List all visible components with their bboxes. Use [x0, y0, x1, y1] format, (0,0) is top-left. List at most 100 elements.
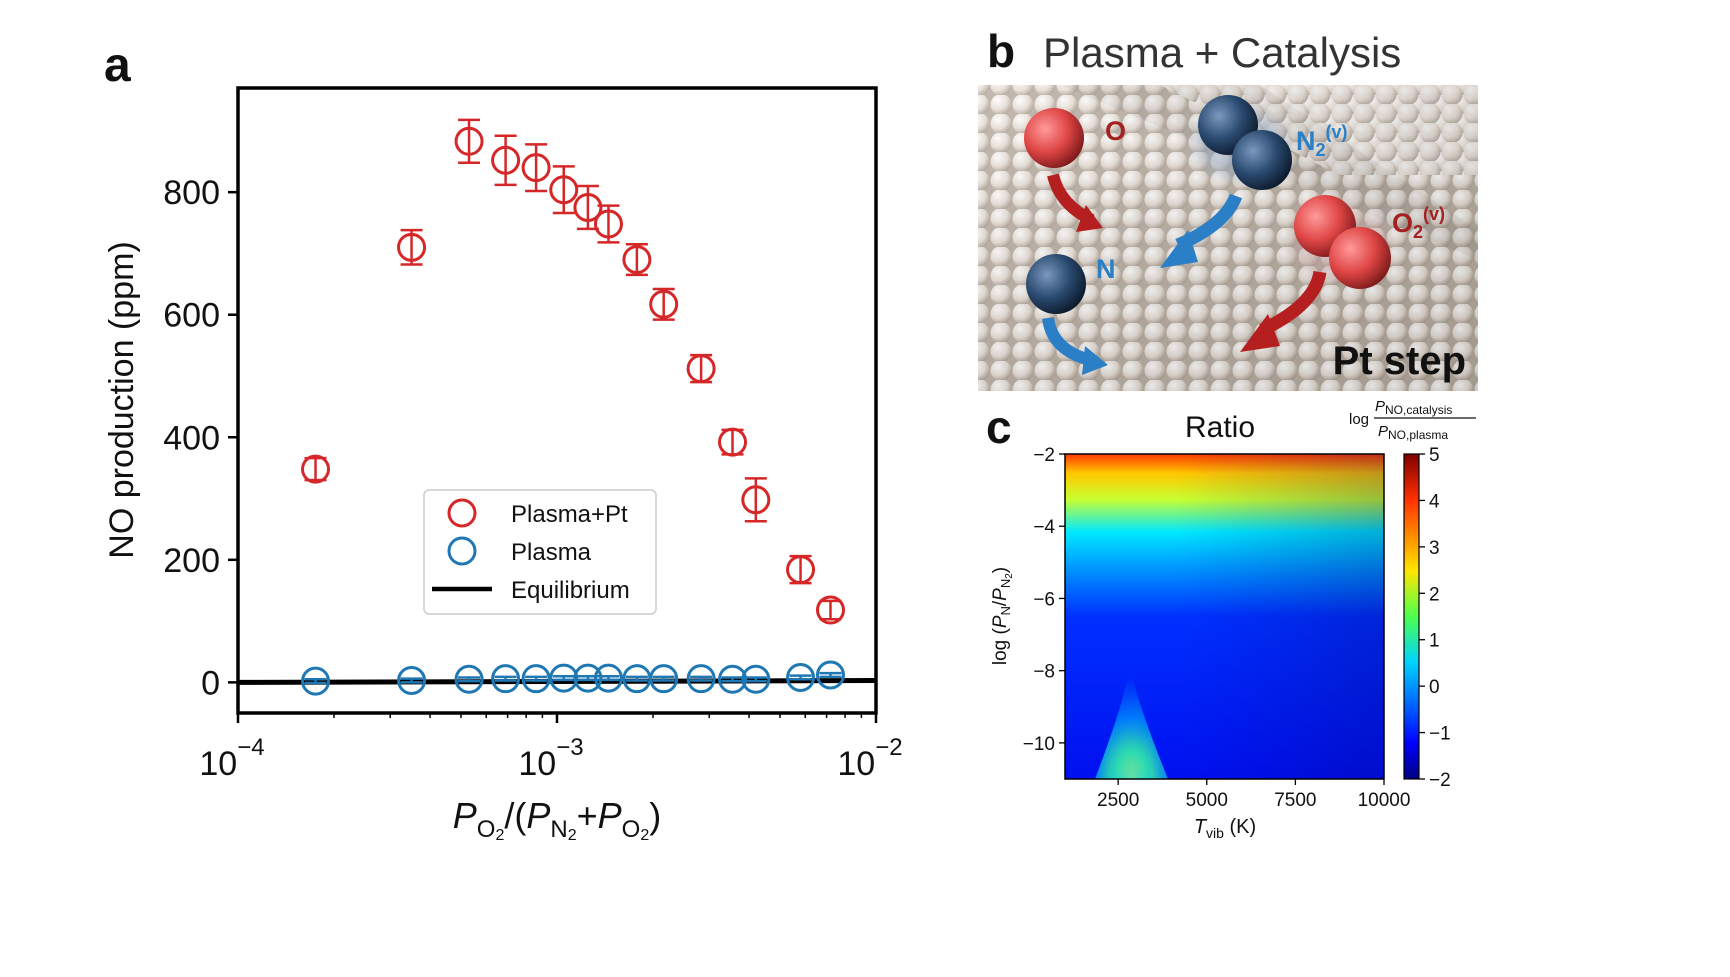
- pt-surface-illustration: O N2(v) O2(v) N Pt step: [978, 85, 1478, 391]
- hm-ylabel-p1: P: [990, 615, 1011, 628]
- label-n: N: [1096, 254, 1116, 284]
- hm-x-tick-label: 7500: [1274, 790, 1316, 811]
- x-tick-label: 10−3: [518, 734, 583, 783]
- colorbar: [1403, 453, 1420, 780]
- x-label-sub2b: 2: [568, 827, 577, 844]
- illustration-title: Plasma + Catalysis: [1043, 29, 1401, 76]
- cb-tick-label: −2: [1429, 770, 1451, 791]
- plasma-point: [573, 663, 603, 693]
- plasma-pt-marker: [686, 354, 716, 384]
- hm-xlabel-sub: vib: [1206, 825, 1224, 841]
- x-tick-exp: −2: [875, 734, 902, 761]
- plasma-pt-point: [741, 477, 771, 523]
- plasma-pt-marker: [397, 232, 427, 262]
- plasma-point: [786, 662, 816, 692]
- x-label-o2: O: [477, 816, 496, 843]
- plasma-marker: [573, 663, 603, 693]
- x-label-p1: P: [453, 795, 477, 836]
- y-tick-label: 400: [163, 419, 220, 457]
- x-label-sub2c: 2: [640, 827, 649, 844]
- x-tick-exp: −4: [237, 734, 264, 761]
- plasma-pt-point: [454, 118, 484, 165]
- plasma-pt-point: [718, 427, 748, 457]
- plasma-pt-marker: [491, 145, 521, 175]
- legend-label-plasma: Plasma: [511, 539, 592, 566]
- cb-den-p: P: [1378, 423, 1388, 440]
- x-label-plus: +: [577, 795, 598, 836]
- plot-a-marks: [237, 118, 877, 696]
- cb-label-den: PNO,plasma: [1378, 423, 1448, 442]
- plasma-pt-marker: [593, 209, 623, 239]
- colorbar-label: log PNO,catalysis PNO,plasma: [1349, 398, 1476, 442]
- plasma-pt-point: [593, 204, 623, 244]
- plasma-marker: [786, 662, 816, 692]
- cb-label-log: log: [1349, 411, 1369, 428]
- y-tick-label: 800: [163, 174, 220, 212]
- x-tick-base: 10: [518, 745, 556, 783]
- label-pt-step: Pt step: [1333, 339, 1466, 383]
- plasma-point: [454, 664, 484, 694]
- heatmap-x-label: Tvib (K): [1194, 816, 1256, 841]
- x-label-close: ): [649, 795, 661, 836]
- plasma-pt-marker: [301, 454, 331, 484]
- y-tick-label: 200: [163, 542, 220, 580]
- hm-ylabel-sub2: 2: [1004, 573, 1015, 579]
- cb-num-sub: NO,catalysis: [1385, 403, 1452, 417]
- x-label-p2: P: [526, 795, 550, 836]
- plasma-pt-marker: [454, 126, 484, 156]
- label-n2v-sub: 2: [1316, 140, 1326, 160]
- legend-box: [423, 489, 657, 615]
- plasma-pt-point: [815, 595, 845, 625]
- x-tick-label: 10−2: [837, 734, 902, 783]
- plasma-point: [593, 663, 623, 693]
- hm-ylabel-slash: /: [990, 600, 1011, 606]
- x-label-sub2a: 2: [495, 827, 504, 844]
- x-tick-base: 10: [837, 745, 875, 783]
- label-n2v: N2(v): [1296, 122, 1348, 160]
- x-tick-exp: −3: [556, 734, 583, 761]
- panel-letter-c: c: [986, 401, 1012, 453]
- plasma-point: [718, 664, 748, 694]
- n2-atom2-icon: [1232, 130, 1292, 190]
- label-o: O: [1105, 116, 1126, 146]
- plot-a-frame: [236, 86, 878, 715]
- heatmap-title: Ratio: [1185, 411, 1255, 444]
- plasma-pt-point: [622, 243, 652, 277]
- oxygen-atom-icon: [1024, 108, 1084, 168]
- hm-y-tick-label: −6: [1033, 589, 1055, 610]
- cb-tick-label: 3: [1429, 538, 1440, 559]
- hm-y-tick-label: −10: [1023, 734, 1055, 755]
- y-axis-label: NO production (ppm): [103, 241, 141, 558]
- plasma-point: [815, 660, 845, 690]
- plasma-point: [549, 663, 579, 693]
- legend-marker-plasma-pt: [447, 498, 477, 528]
- label-o2v-sub: 2: [1413, 222, 1423, 242]
- x-label-open: /(: [504, 795, 526, 836]
- cb-tick-label: 2: [1429, 584, 1440, 605]
- hm-xlabel-t: T: [1194, 816, 1208, 838]
- heatmap-spike: [1095, 665, 1168, 779]
- plasma-pt-marker: [786, 555, 816, 585]
- plasma-pt-point: [573, 184, 603, 231]
- plasma-point: [686, 664, 716, 694]
- label-o2v: O2(v): [1392, 204, 1445, 242]
- panel-b: b Plasma + Catalysis: [978, 25, 1478, 391]
- label-n2v-sup: (v): [1326, 122, 1348, 142]
- plasma-marker: [593, 663, 623, 693]
- plasma-pt-point: [521, 143, 551, 193]
- x-label-p3: P: [598, 795, 622, 836]
- panel-c: c Ratio 2500 5000 7500 10000−2−4−6−8−10 Tvi…: [986, 398, 1476, 841]
- plasma-pt-point: [786, 554, 816, 585]
- x-tick-label: 10−4: [199, 734, 264, 783]
- cb-num-p: P: [1375, 398, 1385, 415]
- plasma-point: [301, 666, 331, 696]
- plasma-pt-point: [549, 165, 579, 215]
- hm-ylabel-p2: P: [990, 588, 1011, 601]
- y-tick-label: 0: [201, 664, 220, 702]
- plasma-marker: [686, 664, 716, 694]
- nitrogen-atom-icon: [1026, 254, 1086, 314]
- hm-y-tick-label: −4: [1033, 517, 1055, 538]
